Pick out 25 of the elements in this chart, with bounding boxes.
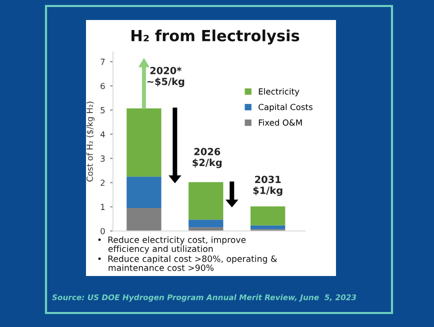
annotation: 2031 $1/kg [253, 176, 282, 196]
text: • Reduce electricity cost, improve efficiency and utilization [98, 236, 246, 254]
chart-title: H₂ from Electrolysis [132, 30, 300, 44]
bar [188, 182, 224, 220]
bar [126, 208, 162, 231]
bar [250, 206, 286, 226]
annotation: 2020* ~$5/kg [147, 66, 184, 88]
bar [126, 176, 162, 208]
bar [250, 225, 286, 230]
y-tick-label: 6 [100, 82, 105, 90]
y-axis-title: Cost of H₂ ($/kg H₂) [86, 102, 95, 182]
y-tick-label: 4 [100, 131, 105, 138]
y-tick-label: 7 [100, 58, 105, 65]
y-tick-label: 3 [100, 155, 105, 162]
bar [188, 220, 224, 228]
y-tick-label: 5 [100, 107, 105, 114]
bar [126, 108, 162, 177]
annotation: 2026 $2/kg [192, 148, 222, 168]
y-tick-label: 1 [100, 204, 105, 210]
y-tick-label: 0 [100, 228, 105, 234]
legend-label: Capital Costs [258, 104, 312, 112]
legend-label: Fixed O&M [258, 119, 302, 126]
legend-label: Electricity [258, 88, 300, 96]
y-tick-label: 2 [100, 180, 105, 186]
text: • Reduce capital cost >80%, operating & maintenance cost >90% [98, 255, 277, 271]
